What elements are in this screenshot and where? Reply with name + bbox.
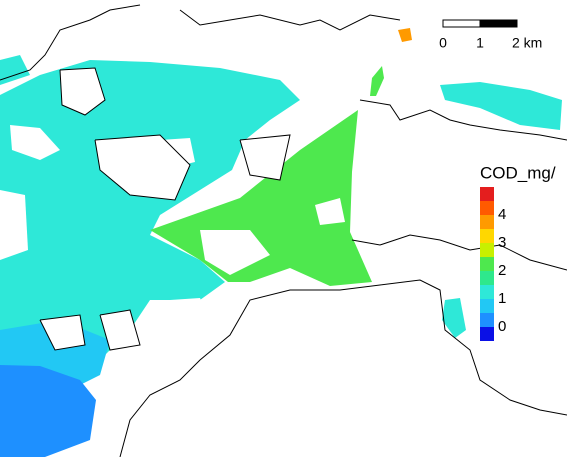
legend-swatch — [480, 229, 494, 243]
legend-label: 0 — [498, 318, 506, 335]
legend-swatch — [480, 201, 494, 215]
legend-label: 1 — [498, 290, 506, 307]
legend-label: 2 — [498, 262, 506, 279]
scale-bar: 0 1 2 km — [439, 19, 542, 51]
legend-swatch — [480, 187, 494, 201]
scale-segment — [442, 19, 481, 28]
scale-label: 0 — [439, 35, 447, 51]
cod-area — [442, 298, 466, 338]
legend-swatch — [480, 299, 494, 313]
legend-title: COD_mg/ — [480, 163, 556, 182]
cod-area — [0, 60, 300, 380]
legend-label: 3 — [498, 234, 506, 251]
legend-swatch — [480, 313, 494, 327]
cod-area — [370, 66, 384, 96]
scale-label: 2 km — [512, 35, 542, 51]
legend-swatch — [480, 285, 494, 299]
legend-swatch — [480, 271, 494, 285]
cod-field — [0, 28, 562, 457]
legend-label: 4 — [498, 206, 506, 223]
cod-area — [440, 82, 562, 130]
cod-area — [0, 365, 96, 457]
coastlines — [0, 4, 567, 457]
scale-segment — [479, 19, 518, 28]
legend-swatch — [480, 257, 494, 271]
islands — [0, 68, 345, 350]
cod-area — [398, 28, 412, 42]
legend: COD_mg/ 4 3 2 1 0 — [480, 163, 556, 341]
legend-swatch — [480, 243, 494, 257]
legend-swatch — [480, 327, 494, 341]
legend-swatch — [480, 215, 494, 229]
scale-label: 1 — [476, 35, 484, 51]
